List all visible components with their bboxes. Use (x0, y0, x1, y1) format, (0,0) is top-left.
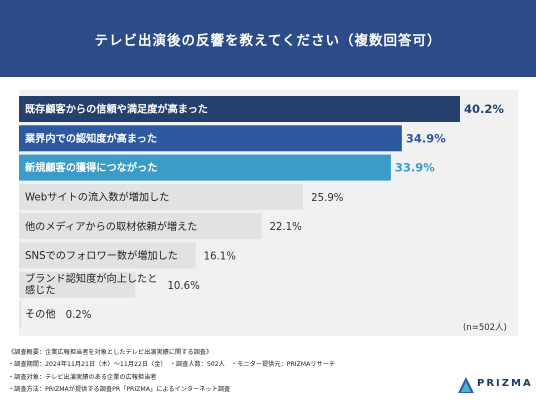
value-label-3: 33.9% (395, 161, 435, 175)
category-label-6: SNSでのフォロワー数が増加した (25, 249, 178, 262)
bar-2 (19, 125, 402, 152)
prizma-logo: PRIZMA (457, 374, 531, 396)
survey-overview: 《調査概要：企業広報担当者を対象としたテレビ出演実績に関する調査》 (8, 349, 213, 356)
bar-chart: 既存顧客からの信頼や満足度が高まった 40.2% 業界内での認知度が高まった 34.9… (19, 96, 504, 328)
prizma-logo-icon (458, 377, 474, 393)
chart-title: テレビ出演後の反響を教えてください（複数回答可） (94, 32, 442, 49)
prizma-logo-text: PRIZMA (477, 378, 533, 389)
bar-1 (19, 96, 460, 122)
category-label-7: ブランド認知度が向上したと感じた (25, 272, 157, 297)
category-label-4: Webサイトの流入数が増加した (25, 191, 169, 204)
value-label-5: 22.1% (269, 222, 302, 233)
survey-period: ・調査期間：2024年11月21日（木）〜11月22日（金） ・調査人数：502… (8, 361, 336, 369)
sample-size-note: (n=502人) (463, 323, 507, 333)
bar-5 (19, 213, 262, 240)
category-label-2: 業界内での認知度が高まった (24, 132, 157, 145)
bar-3 (19, 154, 391, 181)
bar-6 (19, 242, 196, 269)
category-label-1: 既存顧客からの信頼や満足度が高まった (25, 103, 208, 116)
value-label-6: 16.1% (204, 252, 237, 263)
category-label-3: 新規顧客の獲得につながった (25, 161, 157, 174)
category-label-8: その他 (25, 308, 56, 321)
header-banner: テレビ出演後の反響を教えてください（複数回答可） (0, 0, 536, 77)
value-label-4: 25.9% (311, 193, 344, 204)
value-label-1: 40.2% (464, 102, 504, 116)
value-label-2: 34.9% (406, 131, 446, 145)
bar-7 (19, 271, 136, 298)
survey-target: ・調査対象：テレビ出演実績のある企業の広報担当者 (8, 373, 157, 381)
bar-8 (19, 301, 22, 328)
survey-footer: 《調査概要：企業広報担当者を対象としたテレビ出演実績に関する調査》 ・調査期間：… (8, 347, 448, 396)
value-label-8: 0.2% (66, 310, 92, 321)
category-label-5: 他のメディアからの取材依頼が増えた (25, 220, 197, 233)
survey-method: ・調査方法：PRIZMAが提供する調査PR「PRIZMA」によるインターネット調… (8, 385, 231, 393)
bar-4 (19, 183, 304, 210)
chart-panel: 既存顧客からの信頼や満足度が高まった 40.2% 業界内での認知度が高まった 34.9… (19, 90, 518, 336)
value-label-7: 10.6% (167, 281, 200, 292)
